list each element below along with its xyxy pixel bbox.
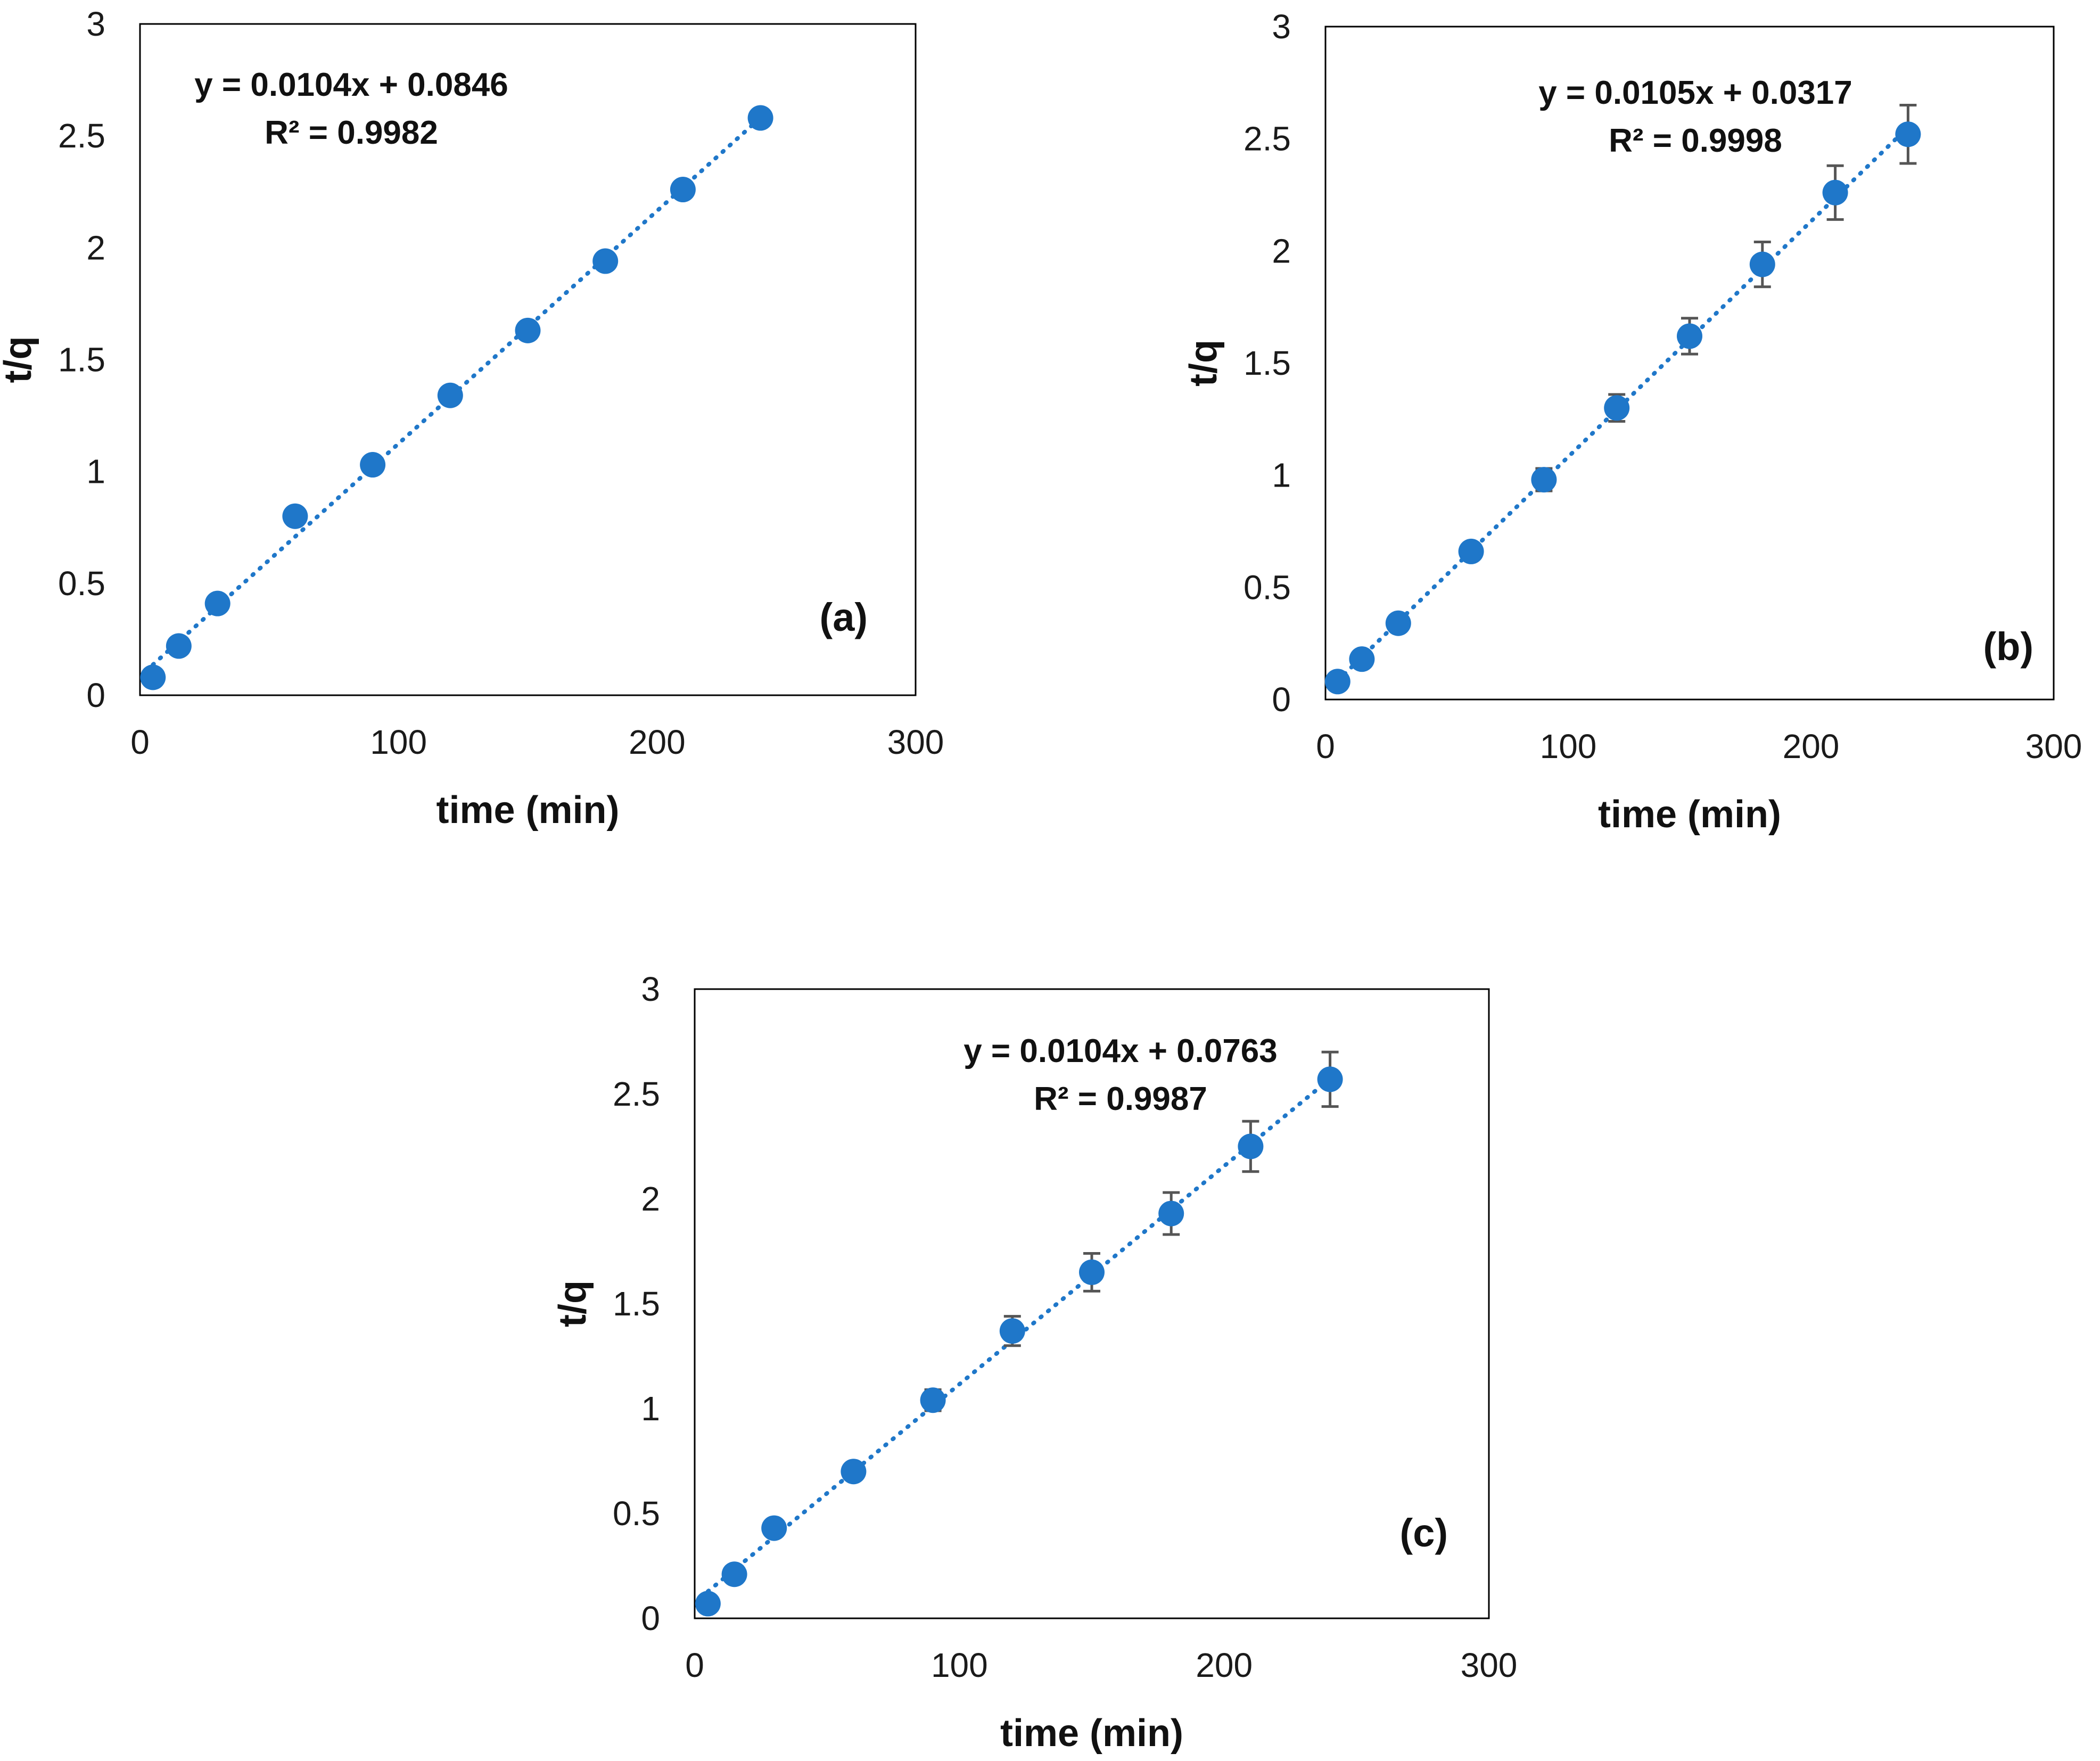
linear-trendline [151,116,763,667]
data-point [1385,610,1411,636]
x-axis-ticks: 0 100 200 300 [130,723,944,761]
data-point [761,1515,787,1541]
x-axis-ticks: 0 100 200 300 [685,1646,1517,1684]
data-points [1324,121,1921,695]
y-axis-ticks: 0 0.5 1 1.5 2 2.5 3 [58,5,105,714]
y-tick-label: 2.5 [1243,120,1291,158]
data-points [140,105,773,690]
linear-trendline [1335,125,1910,683]
y-tick-label: 0.5 [613,1494,660,1533]
data-point [515,317,541,343]
x-tick-label: 100 [1540,727,1597,766]
y-tick-label: 2 [86,228,105,267]
data-point [437,382,463,408]
trendline-equation: y = 0.0104x + 0.0763 [963,1033,1278,1069]
x-tick-label: 200 [1783,727,1840,766]
data-point [1604,395,1630,421]
data-point [1677,323,1702,349]
data-point [1822,179,1848,205]
data-point [1317,1066,1343,1092]
y-tick-label: 1 [86,452,105,491]
y-tick-label: 0 [86,676,105,714]
y-axis-title: t/q [0,336,39,383]
x-axis-title: time (min) [1000,1712,1183,1755]
y-tick-label: 0.5 [1243,568,1291,606]
data-point [721,1561,747,1587]
x-axis-title: time (min) [1598,793,1781,836]
data-point [204,590,230,616]
data-point [360,452,386,478]
y-tick-label: 2.5 [613,1075,660,1113]
y-tick-label: 3 [86,5,105,43]
panel-label: (c) [1400,1511,1448,1555]
x-tick-label: 300 [887,723,944,761]
chart-panel-c: 0 0.5 1 1.5 2 2.5 3 0 100 200 300 time (… [551,970,1517,1755]
x-tick-label: 0 [1316,727,1335,766]
plot-area-frame [694,988,1490,1619]
y-axis-ticks: 0 0.5 1 1.5 2 2.5 3 [613,970,660,1637]
r-squared-value: R² = 0.9987 [1034,1081,1207,1117]
data-point [670,177,696,203]
data-point [695,1591,721,1617]
data-point [1349,646,1375,672]
y-tick-label: 1 [1272,456,1291,495]
x-tick-label: 200 [629,723,686,761]
data-points [695,1066,1343,1617]
data-point [282,503,308,529]
y-tick-label: 1.5 [1243,344,1291,382]
y-tick-label: 0 [1272,680,1291,719]
y-tick-label: 1 [641,1389,660,1428]
y-tick-label: 1.5 [58,341,105,379]
data-point [1158,1200,1184,1227]
data-point [1079,1259,1105,1285]
trendline-equation: y = 0.0105x + 0.0317 [1538,75,1852,111]
x-tick-label: 0 [685,1646,704,1684]
data-point [1531,467,1557,493]
y-axis-title: t/q [551,1280,594,1327]
chart-panel-b: 0 0.5 1 1.5 2 2.5 3 0 100 200 300 time (… [1182,7,2082,836]
x-axis-title: time (min) [436,789,619,832]
data-point [920,1387,946,1413]
data-point [1749,251,1775,277]
data-point [841,1459,867,1485]
data-point [1238,1133,1264,1159]
data-point [140,664,166,690]
r-squared-value: R² = 0.9982 [265,114,438,151]
x-tick-label: 100 [370,723,427,761]
trendline-equation: y = 0.0104x + 0.0846 [194,67,508,103]
data-point [166,633,192,659]
x-tick-label: 300 [1461,1646,1518,1684]
plot-area-frame [1324,26,2055,701]
data-point [1324,669,1350,695]
y-tick-label: 0 [641,1599,660,1637]
y-tick-label: 3 [641,970,660,1008]
panel-label: (a) [820,595,868,639]
plot-area-frame [139,23,917,696]
x-tick-label: 300 [2025,727,2082,766]
y-tick-label: 2 [1272,232,1291,270]
y-tick-label: 2 [641,1180,660,1218]
y-tick-label: 1.5 [613,1285,660,1323]
x-tick-label: 100 [931,1646,988,1684]
x-tick-label: 200 [1196,1646,1253,1684]
x-axis-ticks: 0 100 200 300 [1316,727,2082,766]
data-point [999,1318,1025,1344]
y-tick-label: 3 [1272,7,1291,46]
data-point [747,105,773,131]
y-axis-title: t/q [1182,340,1225,386]
data-point [592,248,619,274]
y-tick-label: 2.5 [58,117,105,155]
r-squared-value: R² = 0.9998 [1609,122,1782,159]
chart-panel-a: 0 0.5 1 1.5 2 2.5 3 0 100 200 300 time (… [0,5,944,832]
panel-label: (b) [1983,624,2034,669]
y-axis-ticks: 0 0.5 1 1.5 2 2.5 3 [1243,7,1291,719]
y-tick-label: 0.5 [58,564,105,603]
data-point [1458,538,1484,564]
x-tick-label: 0 [130,723,150,761]
data-point [1895,121,1921,147]
